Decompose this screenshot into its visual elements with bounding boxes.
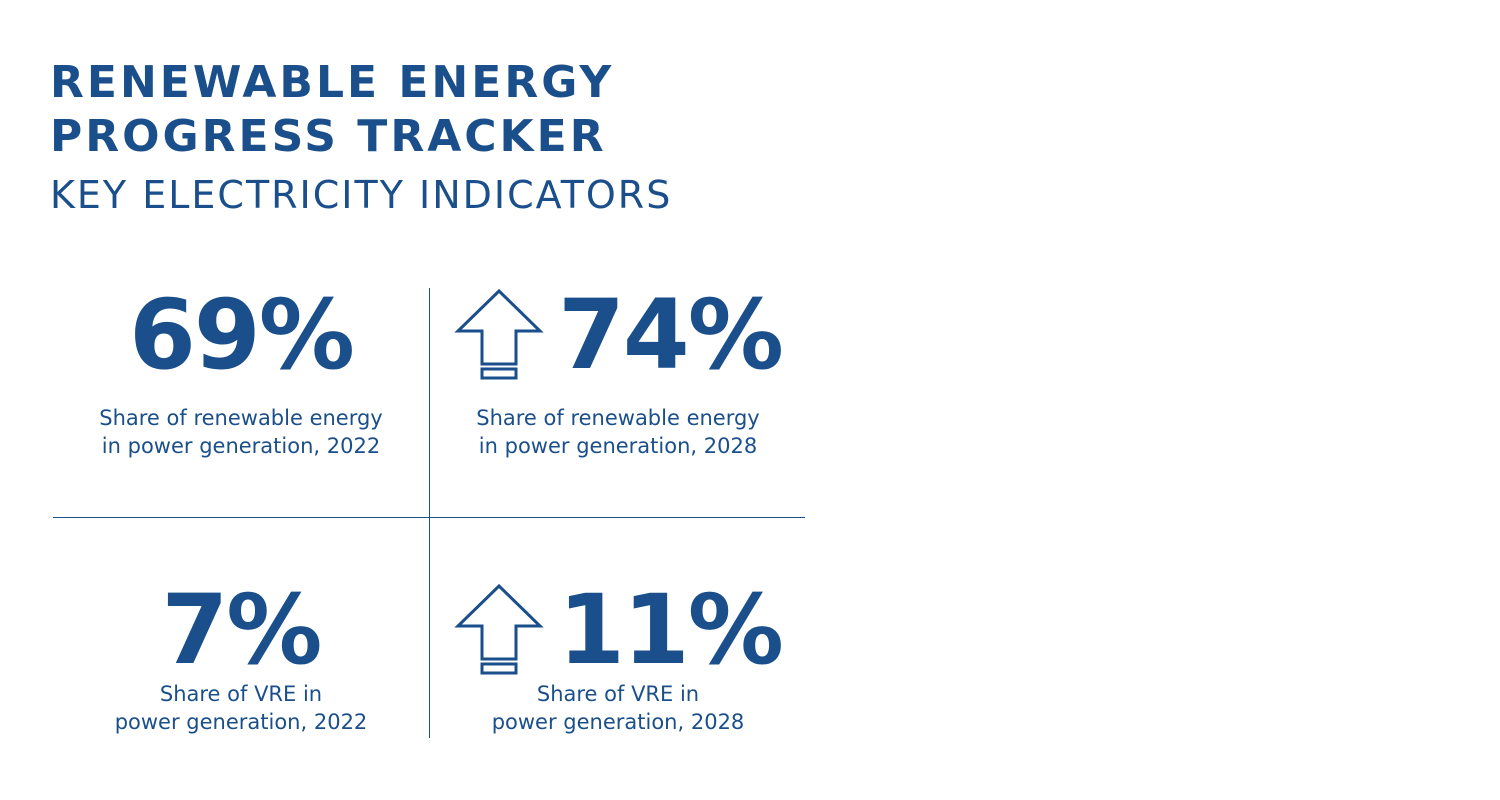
vertical-divider [429,288,430,738]
indicator-value-row: 7% [53,575,429,685]
indicator-renewable-share-2022: 69% Share of renewable energy in power g… [53,280,429,460]
indicator-label: Share of VRE in power generation, 2028 [430,680,806,736]
indicator-value: 7% [161,574,323,686]
indicator-label: Share of VRE in power generation, 2022 [53,680,429,736]
indicator-label-line-1: Share of VRE in [536,682,700,706]
title-line-2: PROGRESS TRACKER [50,111,607,162]
indicator-label-line-1: Share of renewable energy [99,406,383,430]
indicator-label-line-2: power generation, 2022 [114,710,368,734]
indicator-label-line-1: Share of VRE in [159,682,323,706]
title-line-1: RENEWABLE ENERGY [50,57,615,108]
indicator-label: Share of renewable energy in power gener… [430,404,806,460]
page-subtitle: KEY ELECTRICITY INDICATORS [50,173,673,217]
up-arrow-icon [454,583,544,675]
indicator-value: 11% [558,574,784,686]
indicator-value-row: 11% [430,575,806,685]
up-arrow-icon [454,288,544,380]
indicator-label-line-1: Share of renewable energy [476,406,760,430]
indicator-value: 74% [558,279,784,391]
indicator-renewable-share-2028: 74% Share of renewable energy in power g… [430,280,806,460]
indicator-value-row: 74% [430,280,806,390]
page-title: RENEWABLE ENERGY PROGRESS TRACKER [50,56,614,164]
horizontal-divider [53,517,805,518]
indicator-vre-share-2022: 7% Share of VRE in power generation, 202… [53,575,429,736]
indicator-label-line-2: in power generation, 2028 [478,434,758,458]
indicator-label-line-2: in power generation, 2022 [101,434,381,458]
indicator-vre-share-2028: 11% Share of VRE in power generation, 20… [430,575,806,736]
indicator-label-line-2: power generation, 2028 [491,710,745,734]
indicator-label: Share of renewable energy in power gener… [53,404,429,460]
indicator-value: 69% [129,279,355,391]
indicator-value-row: 69% [53,280,429,390]
